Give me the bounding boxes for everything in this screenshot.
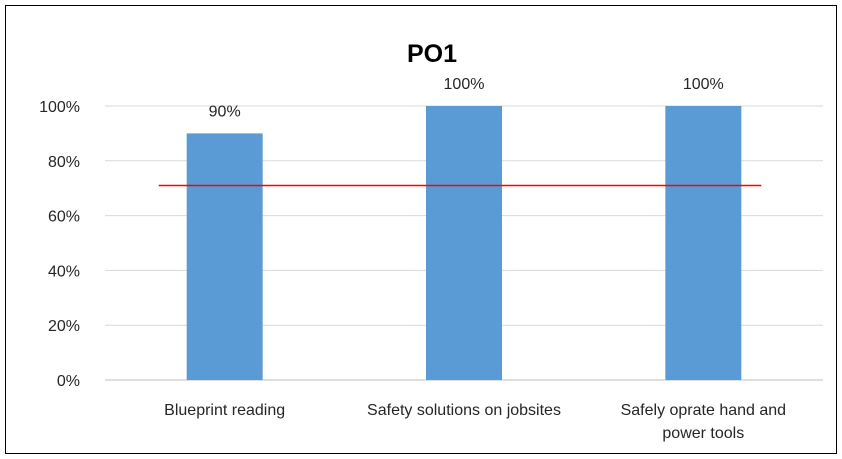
bar — [186, 133, 263, 380]
data-label: 90% — [209, 103, 241, 120]
category-labels: Blueprint reading Safety solutions on job… — [164, 402, 786, 442]
category-label: Safely oprate hand and — [621, 402, 786, 419]
y-tick-label: 60% — [48, 209, 80, 226]
y-tick-label: 100% — [39, 99, 80, 116]
category-label: Safety solutions on jobsites — [367, 402, 561, 419]
y-axis-ticks: 0% 20% 40% 60% 80% 100% — [39, 99, 80, 390]
y-tick-label: 20% — [48, 318, 80, 335]
bar — [426, 106, 502, 380]
data-label: 100% — [683, 76, 724, 93]
bar — [665, 106, 742, 380]
y-tick-label: 0% — [57, 373, 80, 390]
y-tick-label: 40% — [48, 263, 80, 280]
category-label: Blueprint reading — [164, 402, 285, 419]
y-tick-label: 80% — [48, 154, 80, 171]
category-label: power tools — [662, 425, 744, 442]
data-label: 100% — [444, 76, 485, 93]
chart-title: PO1 — [407, 40, 457, 68]
data-labels: 90% 100% 100% — [209, 76, 724, 120]
bars — [186, 106, 742, 380]
